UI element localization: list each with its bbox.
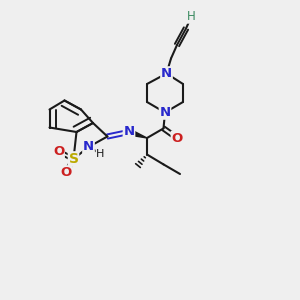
- Polygon shape: [128, 129, 147, 138]
- Text: H: H: [96, 148, 105, 159]
- Text: N: N: [83, 140, 94, 154]
- Text: N: N: [123, 125, 135, 139]
- Text: O: O: [60, 166, 72, 179]
- Text: N: N: [159, 106, 171, 119]
- Text: O: O: [171, 131, 183, 145]
- Text: H: H: [187, 10, 196, 23]
- Text: O: O: [53, 145, 64, 158]
- Text: N: N: [161, 67, 172, 80]
- Text: S: S: [68, 152, 79, 166]
